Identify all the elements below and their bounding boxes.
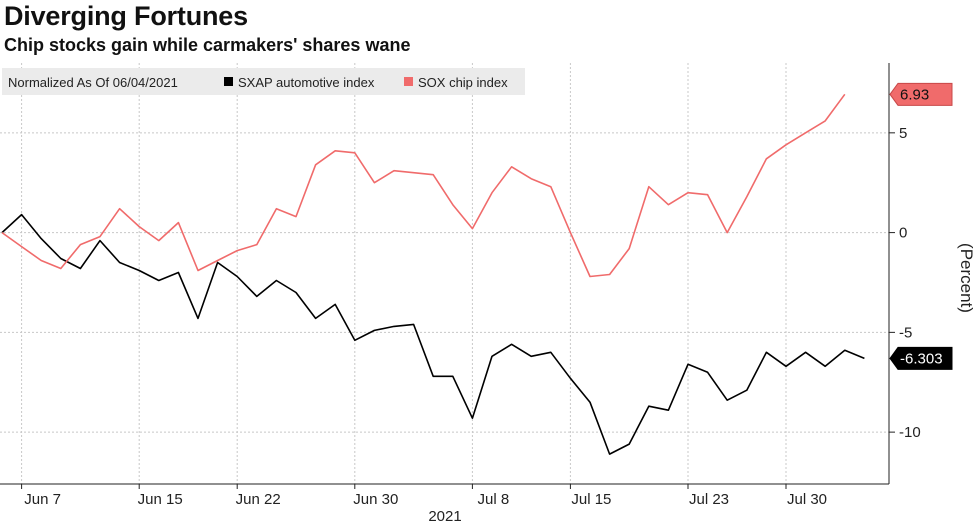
last-value-callouts: -6.303 6.93 (889, 82, 953, 370)
gridlines (0, 63, 889, 484)
legend-entry-auto: SXAP automotive index (238, 75, 375, 90)
series-lines (1, 93, 865, 455)
x-tick-label-6: Jul 23 (689, 491, 729, 508)
x-tick-label-3: Jun 30 (353, 491, 398, 508)
callout-box-auto (889, 346, 953, 370)
y-tick-label-3: 5 (899, 125, 907, 142)
x-tick-label-5: Jul 15 (571, 491, 611, 508)
x-tick-label-0: Jun 7 (24, 491, 61, 508)
chart-subtitle: Chip stocks gain while carmakers' shares… (4, 35, 411, 55)
series-line-chip (1, 93, 846, 278)
x-axis-year-label: 2021 (428, 508, 461, 525)
callout-value-chip: 6.93 (900, 86, 929, 103)
x-tick-label-1: Jun 15 (138, 491, 183, 508)
axes: -10 -5 0 5 Jun 7 Jun 15 Jun 22 Jun 30 Jul 8 Jul 1… (0, 63, 921, 508)
legend-title: Normalized As Of 06/04/2021 (8, 75, 178, 90)
legend-swatch-chip (404, 77, 413, 86)
y-tick-label-0: -10 (899, 424, 921, 441)
series-line-auto (1, 213, 865, 455)
legend-entry-chip: SOX chip index (418, 75, 508, 90)
y-tick-label-2: 0 (899, 225, 907, 242)
callout-box-chip (889, 82, 953, 106)
x-tick-label-2: Jun 22 (236, 491, 281, 508)
callout-value-auto: -6.303 (900, 350, 943, 367)
legend: Normalized As Of 06/04/2021 SXAP automot… (2, 68, 525, 95)
legend-background (2, 68, 525, 95)
legend-swatch-auto (224, 77, 233, 86)
y-tick-label-1: -5 (899, 324, 912, 341)
y-axis-label: (Percent) (957, 243, 976, 313)
x-tick-label-7: Jul 30 (787, 491, 827, 508)
chart-title: Diverging Fortunes (4, 1, 248, 31)
x-tick-label-4: Jul 8 (478, 491, 510, 508)
